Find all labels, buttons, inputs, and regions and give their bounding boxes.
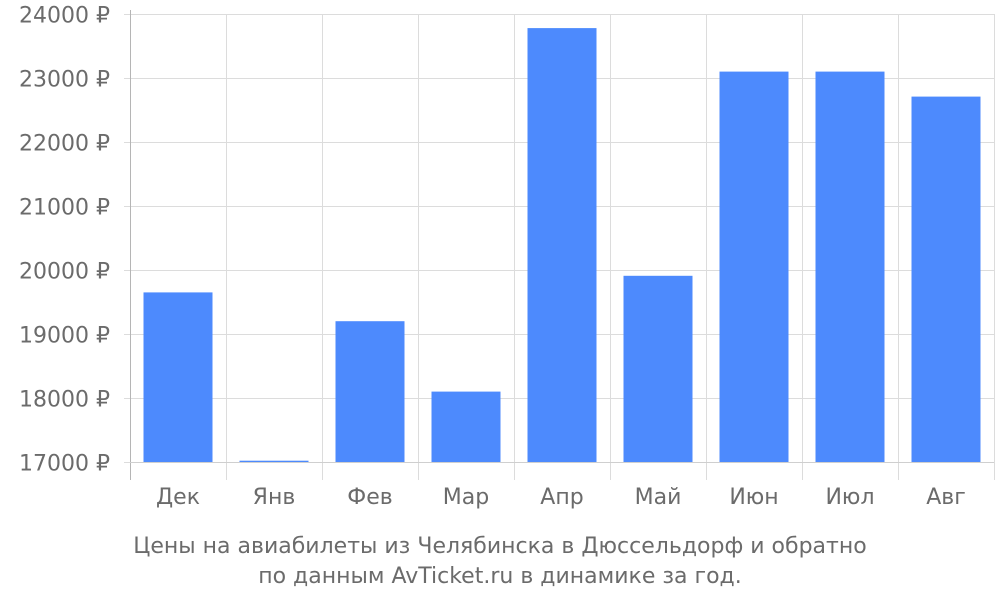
x-axis-labels: Дек Янв Фев Мар Апр Май Июн Июл Авг bbox=[156, 485, 966, 510]
bar-5 bbox=[527, 28, 597, 462]
x-tick-label: Фев bbox=[347, 485, 392, 510]
x-tick-label: Апр bbox=[540, 485, 583, 510]
x-tick-label: Янв bbox=[253, 485, 296, 510]
bars bbox=[143, 28, 981, 463]
bar-4 bbox=[431, 391, 501, 462]
bar-6 bbox=[623, 275, 693, 462]
x-tick-label: Июл bbox=[825, 485, 874, 510]
y-tick-label: 19000 ₽ bbox=[19, 324, 110, 349]
x-tick-label: Авг bbox=[926, 485, 966, 510]
y-axis-labels: 17000 ₽ 18000 ₽ 19000 ₽ 20000 ₽ 21000 ₽ 22000… bbox=[19, 4, 110, 477]
axes bbox=[130, 10, 994, 480]
bar-9 bbox=[911, 96, 981, 462]
x-tick-label: Май bbox=[635, 485, 682, 510]
y-tick-label: 23000 ₽ bbox=[19, 68, 110, 93]
x-tick-label: Июн bbox=[729, 485, 778, 510]
caption-line-2: по данным AvTicket.ru в динамике за год. bbox=[258, 564, 742, 589]
y-tick-label: 20000 ₽ bbox=[19, 260, 110, 285]
caption-line-1: Цены на авиабилеты из Челябинска в Дюссе… bbox=[133, 534, 867, 559]
x-tick-label: Мар bbox=[443, 485, 489, 510]
bar-8 bbox=[815, 71, 885, 462]
bar-2 bbox=[239, 460, 309, 463]
y-tick-label: 17000 ₽ bbox=[19, 452, 110, 477]
x-tick-label: Дек bbox=[156, 485, 200, 510]
y-tick-label: 22000 ₽ bbox=[19, 132, 110, 157]
bar-1 bbox=[143, 292, 213, 462]
y-tick-label: 21000 ₽ bbox=[19, 196, 110, 221]
y-tick-label: 18000 ₽ bbox=[19, 388, 110, 413]
bar-7 bbox=[719, 71, 789, 462]
y-tick-label: 24000 ₽ bbox=[19, 4, 110, 29]
bar-chart: 17000 ₽ 18000 ₽ 19000 ₽ 20000 ₽ 21000 ₽ 22000… bbox=[19, 4, 995, 510]
bar-3 bbox=[335, 321, 405, 462]
